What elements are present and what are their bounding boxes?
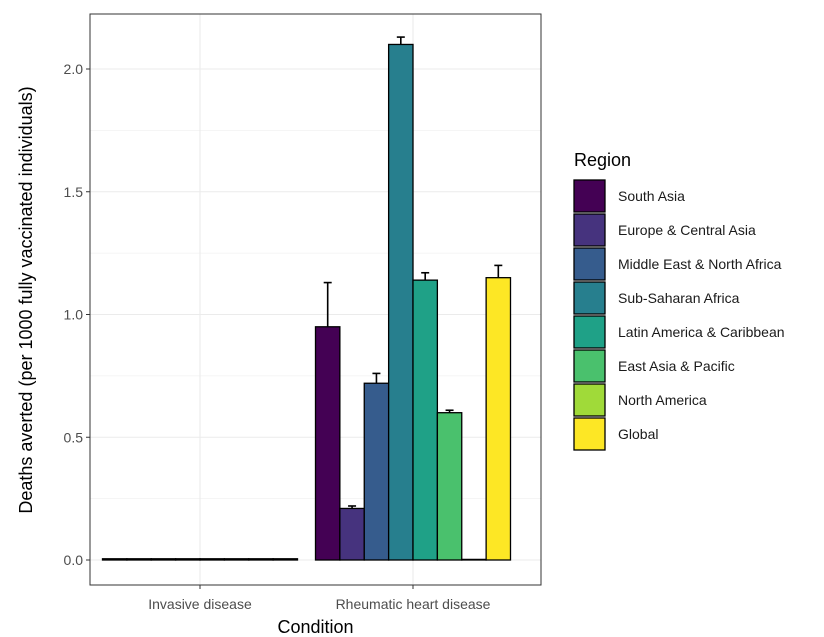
bar-east-asia-pacific-1 — [436, 412, 463, 561]
bar-europe-central-asia-0 — [126, 558, 152, 561]
bar-latin-america-caribbean-0 — [199, 558, 226, 561]
legend-swatch — [573, 213, 606, 247]
y-tick-label: 1.5 — [64, 184, 84, 200]
bar-north-america-1 — [461, 558, 487, 561]
y-tick-label: 0.0 — [64, 552, 84, 568]
bar-sub-saharan-africa-0 — [174, 558, 201, 561]
legend-label: Global — [618, 426, 658, 442]
x-axis: Invasive disease Rheumatic heart disease — [148, 585, 491, 612]
bar-middle-east-north-africa-1 — [363, 382, 390, 561]
legend-swatch — [573, 383, 606, 417]
legend-label: North America — [618, 392, 707, 408]
legend-swatch — [573, 179, 606, 213]
legend: Region South Asia Europe & Central Asia Mi… — [573, 150, 785, 451]
legend-label: Sub-Saharan Africa — [618, 290, 740, 306]
legend-label: Middle East & North Africa — [618, 256, 782, 272]
y-axis-title: Deaths averted (per 1000 fully vaccinate… — [16, 86, 36, 513]
legend-label: Latin America & Caribbean — [618, 324, 785, 340]
legend-label: South Asia — [618, 188, 685, 204]
x-axis-title: Condition — [277, 617, 353, 637]
error-bars-group — [323, 36, 503, 509]
x-tick-label: Invasive disease — [148, 596, 252, 612]
legend-title: Region — [574, 150, 631, 170]
bar-latin-america-caribbean-1 — [412, 279, 439, 561]
bar-north-america-0 — [248, 558, 274, 561]
y-tick-label: 1.0 — [64, 307, 84, 323]
bar-middle-east-north-africa-0 — [150, 558, 177, 561]
bar-sub-saharan-africa-1 — [387, 43, 414, 561]
bar-east-asia-pacific-0 — [223, 558, 250, 561]
legend-label: East Asia & Pacific — [618, 358, 735, 374]
bar-global-0 — [272, 558, 299, 561]
legend-swatch — [573, 247, 606, 281]
bar-south-asia-1 — [314, 326, 341, 561]
legend-label: Europe & Central Asia — [618, 222, 756, 238]
legend-swatch — [573, 315, 606, 349]
panel-border — [89, 13, 542, 586]
legend-swatch — [573, 349, 606, 383]
bar-global-1 — [485, 277, 512, 561]
bars-group — [101, 43, 512, 561]
y-tick-label: 2.0 — [64, 61, 84, 77]
bar-europe-central-asia-1 — [339, 507, 365, 561]
bar-south-asia-0 — [101, 558, 128, 561]
legend-swatch — [573, 417, 606, 451]
legend-swatch — [573, 281, 606, 315]
x-tick-label: Rheumatic heart disease — [336, 596, 491, 612]
y-axis: 0.0 0.5 1.0 1.5 2.0 — [64, 61, 90, 568]
y-tick-label: 0.5 — [64, 429, 84, 445]
